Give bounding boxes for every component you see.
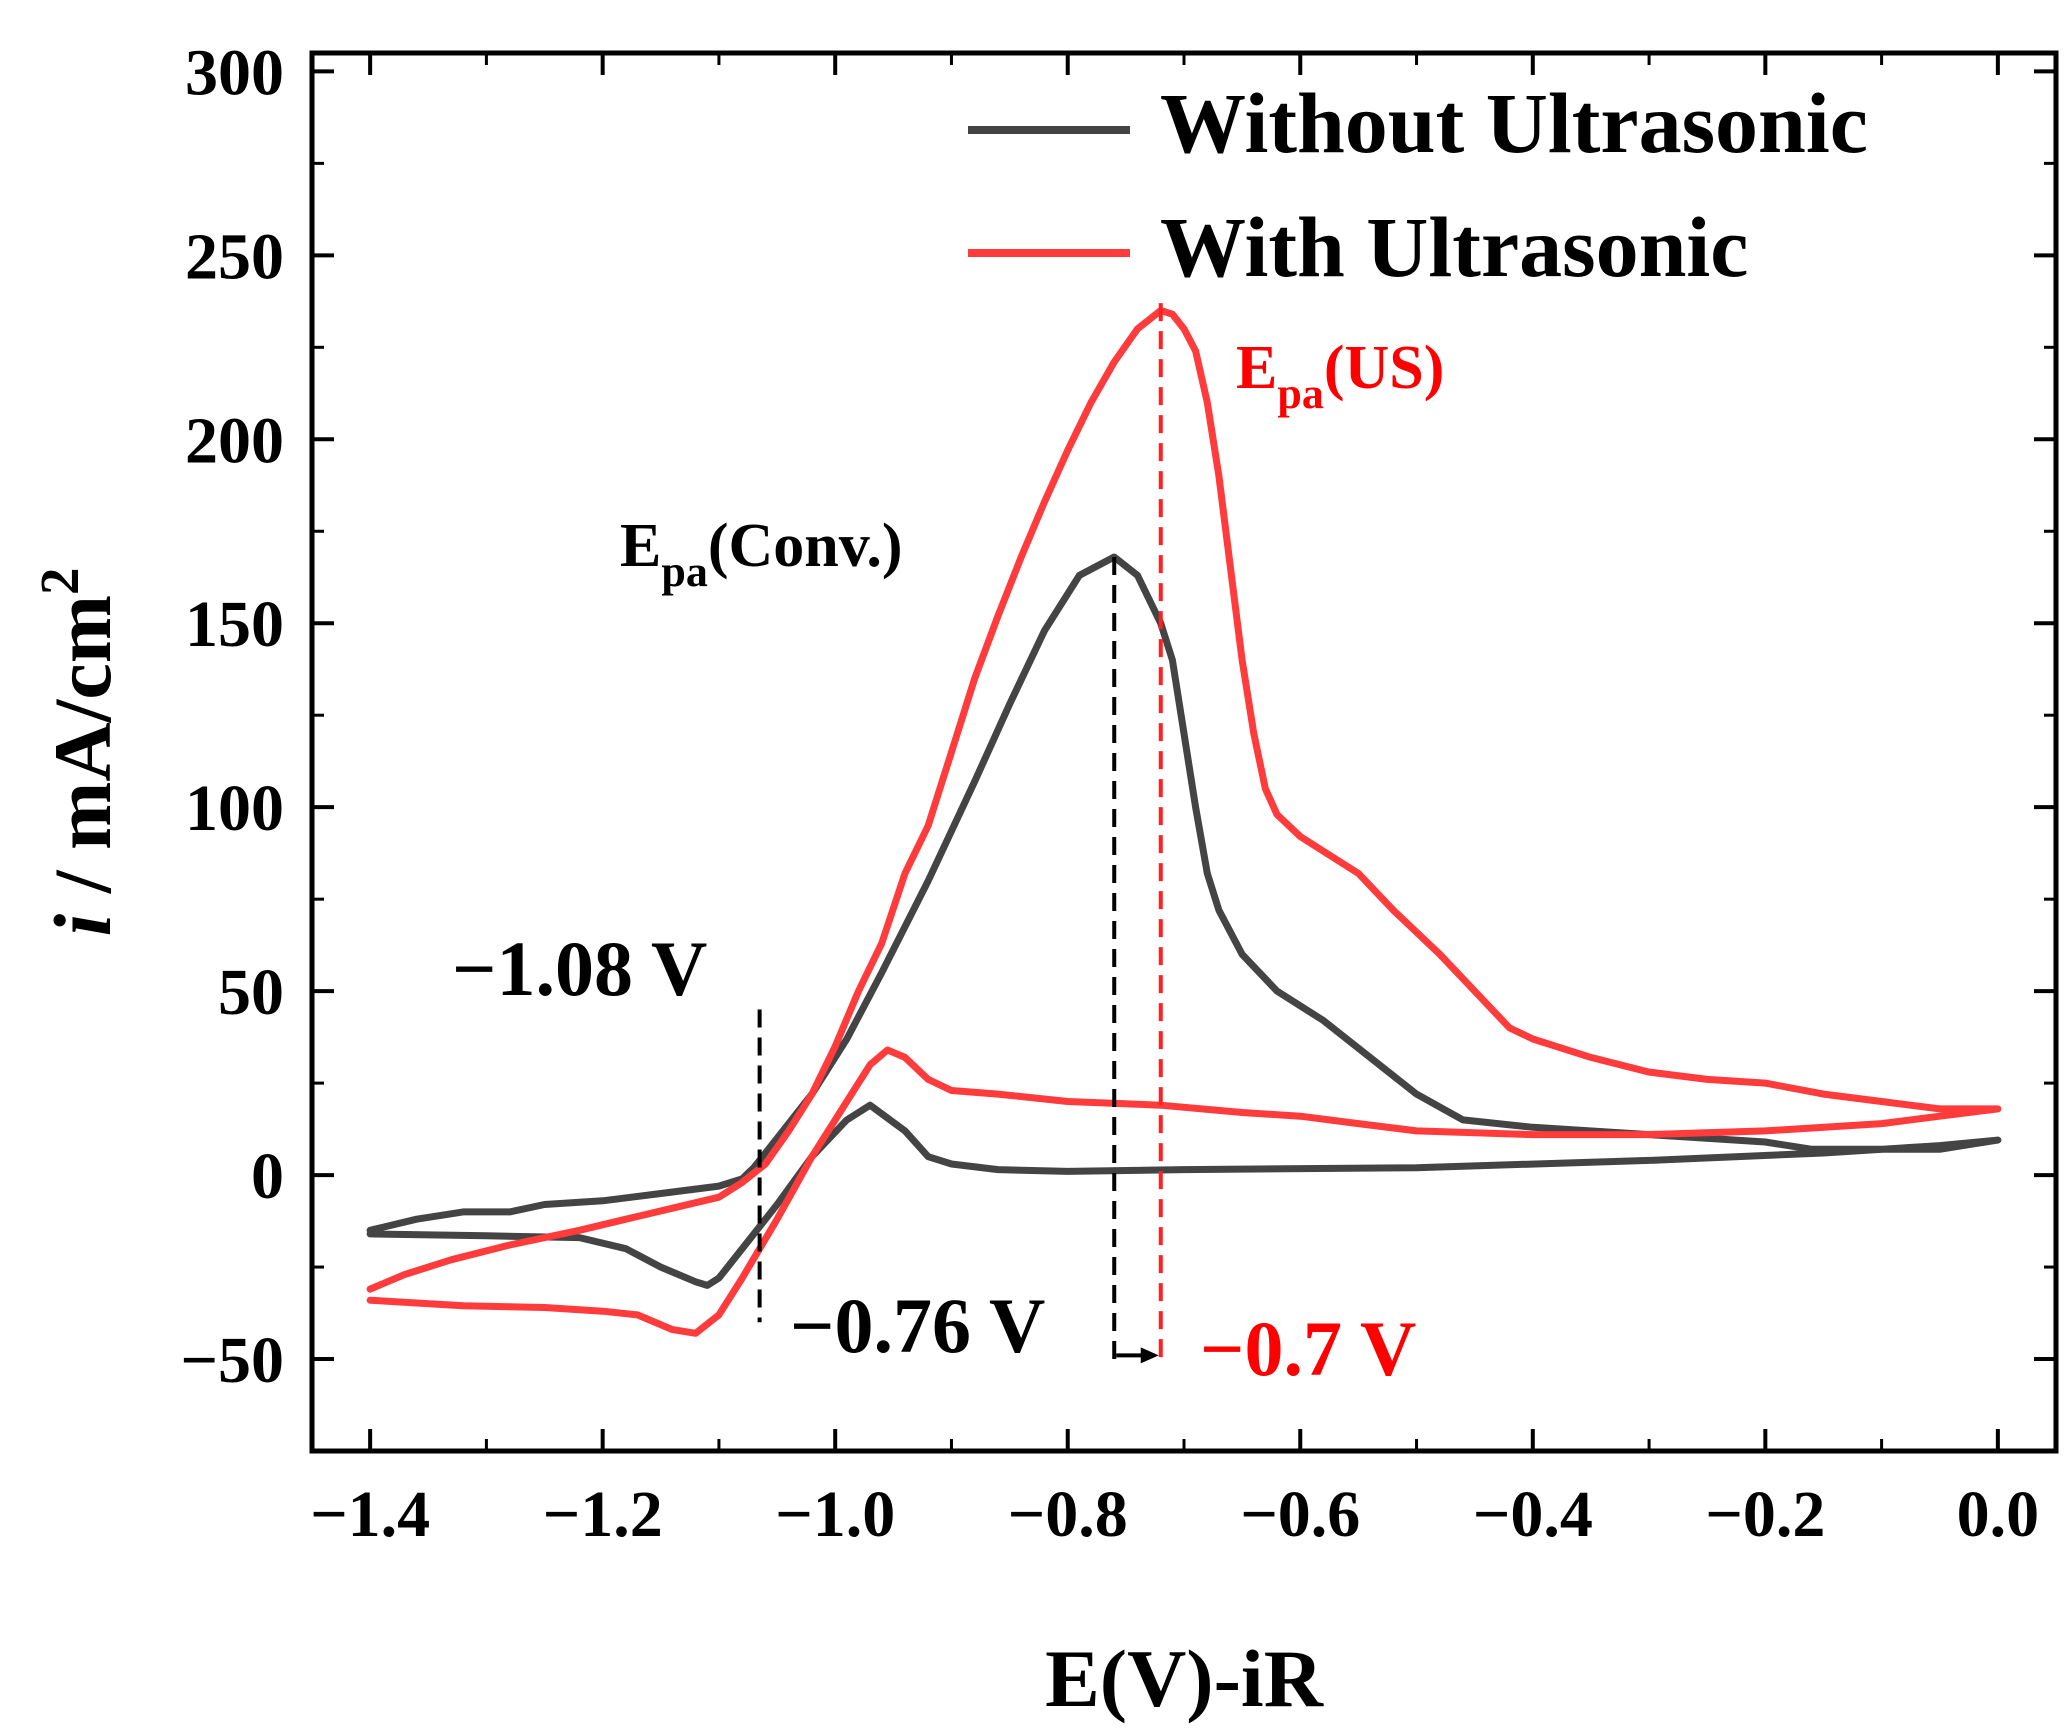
legend-label-without: Without Ultrasonic <box>1160 75 1868 171</box>
y-tick-label: 100 <box>185 772 284 845</box>
us-peak-potential-label: −0.7 V <box>1200 1305 1416 1392</box>
y-tick-label: 250 <box>185 220 284 293</box>
x-tick-label: −0.4 <box>1473 1478 1593 1551</box>
x-tick-label: −0.8 <box>1008 1478 1128 1551</box>
x-tick-label: −1.2 <box>543 1478 663 1551</box>
x-tick-label: −1.4 <box>310 1478 430 1551</box>
x-tick-label: −0.6 <box>1240 1478 1360 1551</box>
x-tick-label: −0.2 <box>1705 1478 1825 1551</box>
y-tick-label: 150 <box>185 588 284 661</box>
reference-lines <box>757 303 1163 1364</box>
series-without-ultrasonic-line <box>366 553 2002 1289</box>
y-tick-label: −50 <box>180 1324 284 1397</box>
epa-conv-main: E <box>620 512 661 580</box>
epa-us-subscript: pa <box>1277 369 1323 418</box>
x-axis-title: E(V)-iR <box>1045 1633 1324 1724</box>
legend-label-with: With Ultrasonic <box>1160 199 1748 295</box>
epa-conv-tail: (Conv.) <box>708 512 903 580</box>
x-tick-label: 0.0 <box>1957 1478 2040 1551</box>
epa-conv-label: Epa(Conv.) <box>620 512 902 596</box>
y-axis-title-unit: / mA/cm <box>37 595 128 914</box>
conv-peak-potential-label: −0.76 V <box>790 1282 1045 1369</box>
y-tick-label: 0 <box>251 1140 284 1213</box>
y-axis-title: i / mA/cm2 <box>29 567 128 936</box>
curves <box>366 307 2002 1337</box>
epa-us-tail: (US) <box>1324 334 1445 402</box>
y-axis-title-superscript: 2 <box>29 567 90 595</box>
onset-potential-label: −1.08 V <box>452 925 707 1012</box>
epa-us-label: Epa(US) <box>1236 334 1444 418</box>
axis-ticks: −1.4 −1.2 −1.0 −0.8 −0.6 −0.4 −0.2 0.0 −50 0 50 100… <box>180 36 2056 1551</box>
y-tick-label: 300 <box>185 36 284 109</box>
peak-shift-arrow-head <box>1140 1347 1159 1364</box>
legend: Without Ultrasonic With Ultrasonic <box>968 75 1868 295</box>
x-tick-label: −1.0 <box>775 1478 895 1551</box>
y-tick-label: 50 <box>218 956 284 1029</box>
series-with-ultrasonic-line <box>366 307 2002 1337</box>
y-axis-title-italic: i <box>37 914 128 937</box>
epa-conv-subscript: pa <box>661 547 707 596</box>
epa-us-main: E <box>1236 334 1277 402</box>
y-tick-label: 200 <box>185 404 284 477</box>
